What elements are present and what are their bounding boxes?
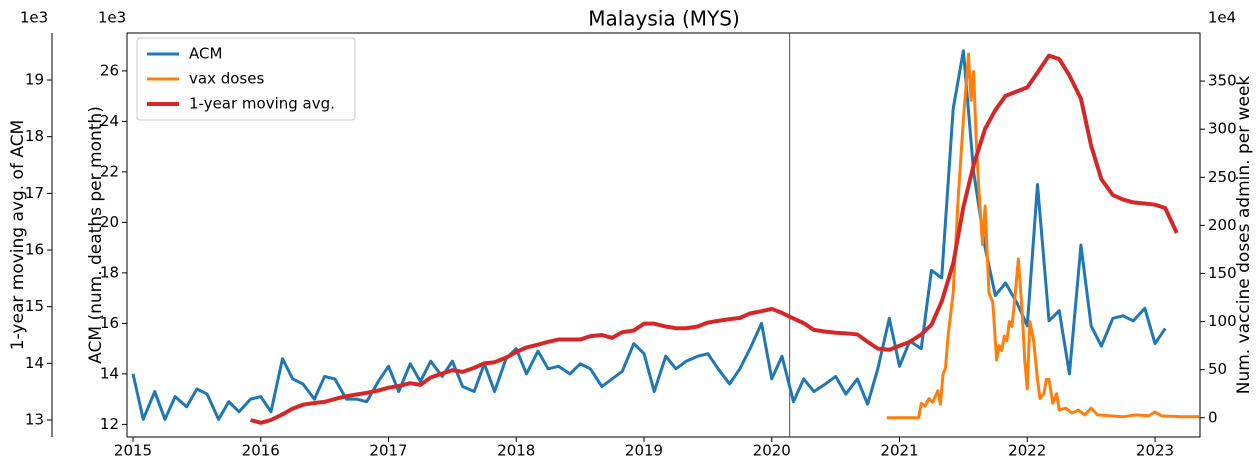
plot-frame	[126, 32, 1201, 438]
y-tick-label: 20	[100, 213, 119, 231]
series-line	[886, 52, 1200, 420]
x-tick-label: 2018	[497, 442, 535, 460]
y-tick-label: 26	[100, 61, 119, 79]
y2-offset: 1e4	[1208, 9, 1236, 27]
y3-tick-label: 13	[25, 411, 44, 429]
y-offset: 1e3	[98, 9, 126, 27]
y3-axis-title: 1-year moving avg. of ACM	[8, 120, 28, 350]
legend-label: ACM	[189, 45, 222, 63]
y2-axis-title: Num. vaccine doses admin. per week	[1234, 76, 1254, 395]
y2-tick-label: 50	[1208, 360, 1227, 378]
y-tick-label: 16	[100, 314, 119, 332]
x-tick-label: 2022	[1008, 442, 1046, 460]
x-tick-label: 2017	[369, 442, 407, 460]
y-tick-label: 24	[100, 112, 119, 130]
y3-tick-label: 19	[25, 71, 44, 89]
y3-tick-label: 16	[25, 241, 44, 259]
chart-title: Malaysia (MYS)	[588, 7, 740, 31]
legend-box	[136, 37, 356, 121]
y3-tick-label: 14	[25, 354, 44, 372]
y3-tick-label: 17	[25, 184, 44, 202]
series-line	[250, 53, 1179, 425]
y-tick-label: 22	[100, 162, 119, 180]
y2-tick-label: 350	[1208, 72, 1237, 90]
x-tick-label: 2015	[114, 442, 152, 460]
y2-tick-label: 250	[1208, 168, 1237, 186]
legend-label: 1-year moving avg.	[189, 95, 335, 113]
y2-tick-label: 300	[1208, 120, 1237, 138]
y-tick-label: 14	[100, 364, 119, 382]
legend-label: vax doses	[189, 70, 264, 88]
series-line	[131, 49, 1167, 421]
x-tick-label: 2023	[1136, 442, 1174, 460]
x-tick-label: 2019	[625, 442, 663, 460]
y2-tick-label: 200	[1208, 216, 1237, 234]
y2-tick-label: 150	[1208, 264, 1237, 282]
x-tick-label: 2020	[753, 442, 791, 460]
x-tick-label: 2021	[880, 442, 918, 460]
x-tick-label: 2016	[242, 442, 280, 460]
y-tick-label: 18	[100, 263, 119, 281]
y-axis-title: ACM (num. deaths per month)	[86, 106, 106, 364]
y2-tick-label: 0	[1208, 408, 1218, 426]
y2-tick-label: 100	[1208, 312, 1237, 330]
y-tick-label: 12	[100, 415, 119, 433]
y3-tick-label: 18	[25, 127, 44, 145]
y3-offset: 1e3	[20, 9, 48, 27]
y3-tick-label: 15	[25, 297, 44, 315]
